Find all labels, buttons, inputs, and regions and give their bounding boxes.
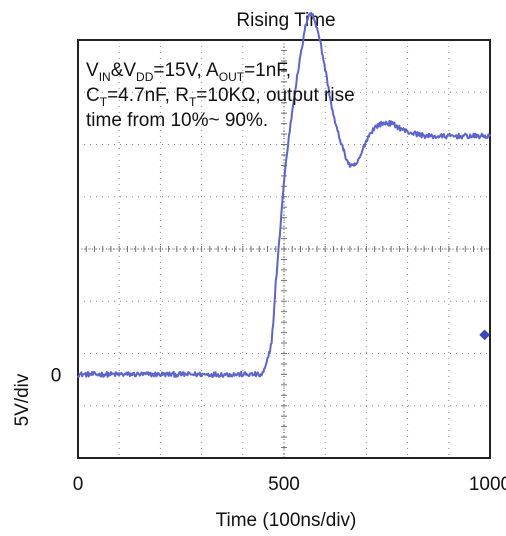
x-tick-layer: 0 500 1000	[73, 474, 506, 495]
annotation-subscript: IN	[99, 70, 111, 84]
x-tick-label: 0	[73, 474, 84, 495]
chart-title: Rising Time	[236, 10, 335, 31]
annotation-segment: =15V, A	[153, 60, 219, 81]
annotation-text: VIN&VDD=15V, AOUT=1nF, CT=4.7nF, RT=10KΩ,…	[86, 60, 355, 131]
annotation-segment: time from 10%~ 90%.	[86, 110, 268, 131]
annotation-segment: =4.7nF, R	[107, 85, 189, 106]
annotation-segment: C	[86, 85, 100, 106]
annotation-subscript: T	[100, 95, 108, 109]
x-axis-label: Time (100ns/div)	[216, 510, 357, 531]
grid-layer	[78, 40, 490, 458]
plot-frame	[77, 39, 491, 459]
x-tick-label: 1000	[469, 474, 506, 495]
annotation-segment: =1nF,	[244, 60, 291, 81]
x-tick-label: 500	[268, 474, 300, 495]
annotation-subscript: T	[189, 95, 197, 109]
y-tick-layer: 0	[51, 365, 62, 386]
marker-layer: ×◆	[228, 0, 490, 341]
annotation-segment: V	[86, 60, 99, 81]
trigger-marker: ×	[228, 0, 237, 2]
y-tick-label: 0	[51, 365, 62, 386]
annotation-subscript: OUT	[219, 70, 245, 84]
annotation-subscript: DD	[136, 70, 154, 84]
annotation-segment: =10KΩ, output rise	[196, 85, 354, 106]
series-line	[77, 11, 491, 378]
y-axis-label: 5V/div	[12, 373, 33, 426]
annotation-segment: &V	[111, 60, 137, 81]
ground-marker: ◆	[479, 325, 490, 341]
